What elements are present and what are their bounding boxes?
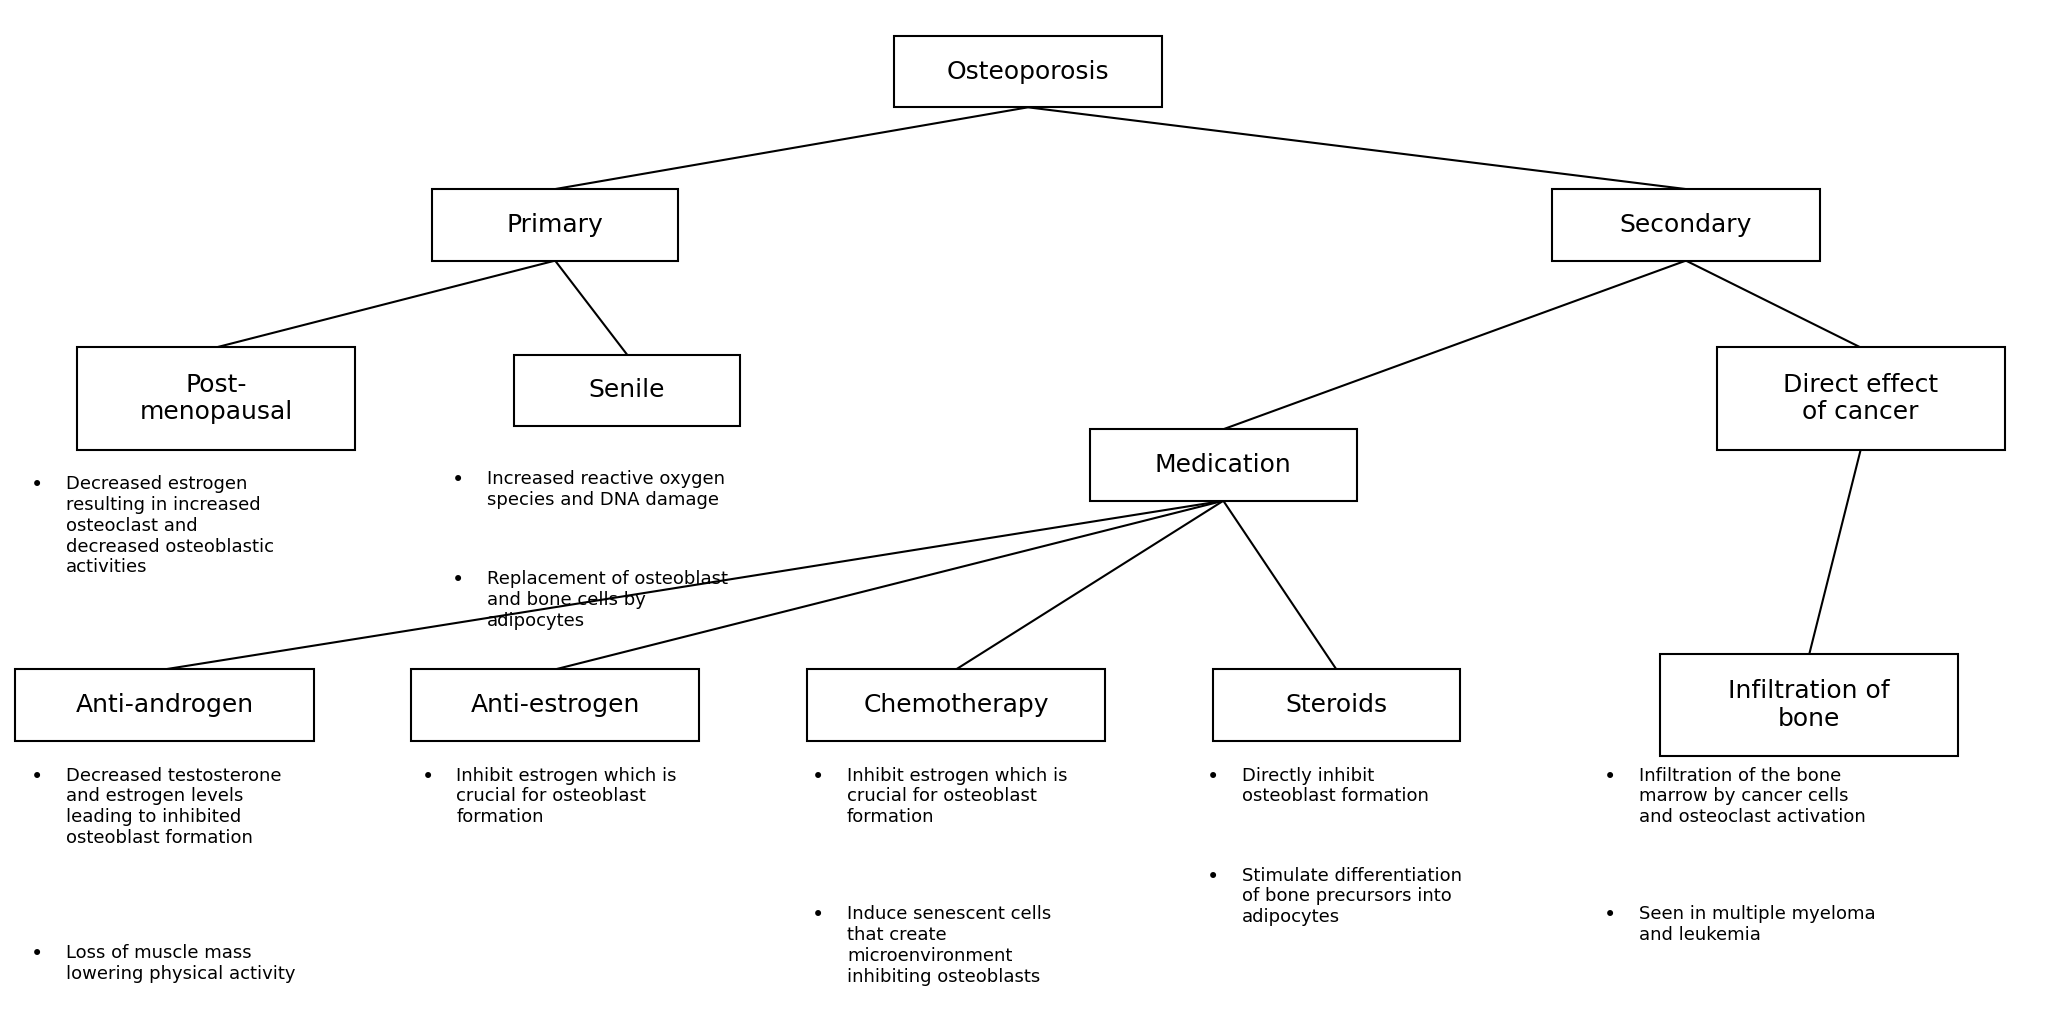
Text: Medication: Medication	[1155, 453, 1291, 477]
Text: •: •	[1604, 905, 1616, 926]
FancyBboxPatch shape	[894, 36, 1162, 107]
Text: Chemotherapy: Chemotherapy	[864, 693, 1049, 717]
Text: •: •	[31, 766, 43, 787]
Text: Replacement of osteoblast
and bone cells by
adipocytes: Replacement of osteoblast and bone cells…	[487, 570, 728, 630]
FancyBboxPatch shape	[1090, 429, 1357, 501]
Text: •: •	[1604, 766, 1616, 787]
FancyBboxPatch shape	[1552, 189, 1820, 261]
Text: •: •	[31, 944, 43, 965]
FancyBboxPatch shape	[432, 189, 678, 261]
Text: Inhibit estrogen which is
crucial for osteoblast
formation: Inhibit estrogen which is crucial for os…	[847, 766, 1067, 826]
Text: Stimulate differentiation
of bone precursors into
adipocytes: Stimulate differentiation of bone precur…	[1242, 867, 1462, 926]
Text: Decreased estrogen
resulting in increased
osteoclast and
decreased osteoblastic
: Decreased estrogen resulting in increase…	[66, 475, 273, 576]
Text: Direct effect
of cancer: Direct effect of cancer	[1783, 373, 1939, 424]
Text: Osteoporosis: Osteoporosis	[946, 59, 1110, 84]
Text: Increased reactive oxygen
species and DNA damage: Increased reactive oxygen species and DN…	[487, 470, 726, 509]
FancyBboxPatch shape	[1717, 347, 2005, 450]
FancyBboxPatch shape	[514, 355, 740, 426]
FancyBboxPatch shape	[76, 347, 354, 450]
Text: •: •	[812, 905, 824, 926]
Text: Decreased testosterone
and estrogen levels
leading to inhibited
osteoblast forma: Decreased testosterone and estrogen leve…	[66, 766, 282, 847]
FancyBboxPatch shape	[1661, 654, 1957, 756]
Text: Post-
menopausal: Post- menopausal	[140, 373, 292, 424]
Text: Induce senescent cells
that create
microenvironment
inhibiting osteoblasts: Induce senescent cells that create micro…	[847, 905, 1051, 986]
Text: •: •	[31, 475, 43, 496]
Text: •: •	[421, 766, 434, 787]
Text: Infiltration of the bone
marrow by cancer cells
and osteoclast activation: Infiltration of the bone marrow by cance…	[1639, 766, 1865, 826]
FancyBboxPatch shape	[411, 669, 699, 741]
Text: Loss of muscle mass
lowering physical activity: Loss of muscle mass lowering physical ac…	[66, 944, 296, 983]
FancyBboxPatch shape	[1213, 669, 1460, 741]
Text: Senile: Senile	[588, 378, 666, 403]
Text: Primary: Primary	[506, 213, 604, 237]
Text: Inhibit estrogen which is
crucial for osteoblast
formation: Inhibit estrogen which is crucial for os…	[456, 766, 676, 826]
Text: •: •	[812, 766, 824, 787]
Text: Anti-androgen: Anti-androgen	[76, 693, 253, 717]
Text: Seen in multiple myeloma
and leukemia: Seen in multiple myeloma and leukemia	[1639, 905, 1875, 944]
FancyBboxPatch shape	[16, 669, 315, 741]
FancyBboxPatch shape	[806, 669, 1106, 741]
Text: Anti-estrogen: Anti-estrogen	[471, 693, 639, 717]
Text: Infiltration of
bone: Infiltration of bone	[1729, 680, 1889, 731]
Text: Directly inhibit
osteoblast formation: Directly inhibit osteoblast formation	[1242, 766, 1429, 805]
Text: •: •	[1207, 766, 1219, 787]
Text: •: •	[452, 470, 465, 491]
Text: Secondary: Secondary	[1620, 213, 1752, 237]
Text: •: •	[1207, 867, 1219, 887]
Text: Steroids: Steroids	[1285, 693, 1388, 717]
Text: •: •	[452, 570, 465, 591]
